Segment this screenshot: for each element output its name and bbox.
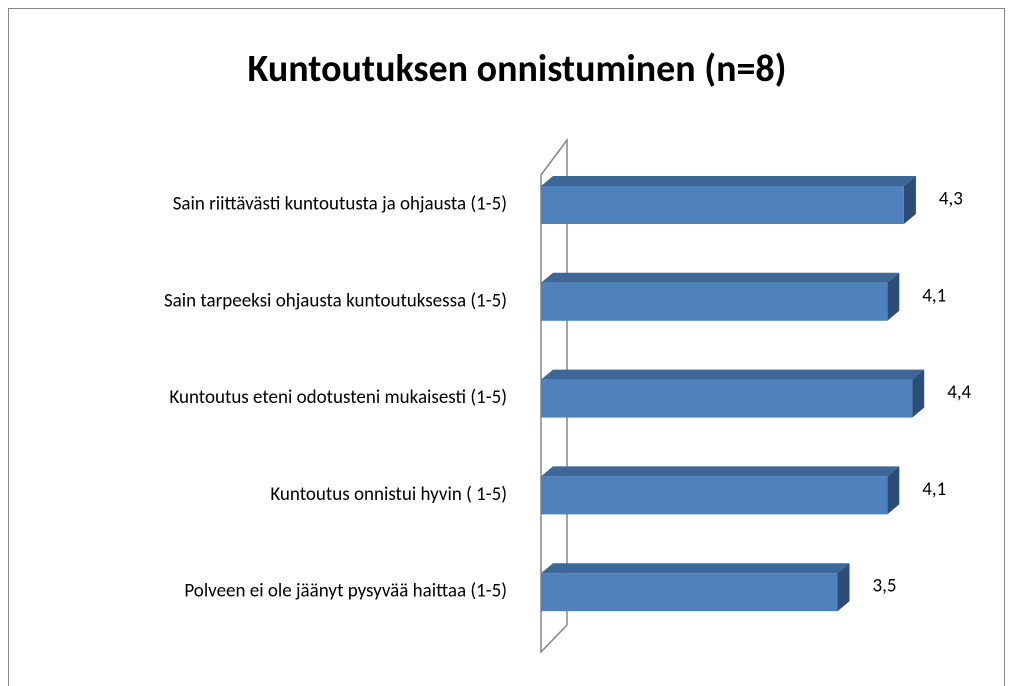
bar-side [887, 272, 900, 321]
category-label: Sain tarpeeksi ohjausta kuntoutuksessa (… [164, 289, 507, 312]
bar-side [837, 563, 850, 612]
bar-top [541, 369, 925, 380]
value-label: 3,5 [873, 575, 897, 598]
category-label: Polveen ei ole jäänyt pysyvää haittaa (1… [184, 580, 507, 603]
value-label: 4,1 [922, 284, 946, 307]
bar-side [887, 466, 900, 515]
bar-top [541, 563, 850, 574]
bar [541, 476, 888, 515]
value-label: 4,1 [922, 478, 946, 501]
bar-top [541, 272, 900, 283]
category-label: Sain riittävästi kuntoutusta ja ohjausta… [173, 193, 507, 216]
bar-side [912, 369, 925, 418]
category-label: Kuntoutus eteni odotusteni mukaisesti (1… [169, 386, 507, 409]
chart-title: Kuntoutuksen onnistuminen (n=8) [247, 46, 786, 92]
bar [541, 573, 838, 612]
bar [541, 379, 913, 418]
value-label: 4,4 [947, 381, 971, 404]
bar-top [541, 466, 900, 477]
value-label: 4,3 [939, 188, 963, 211]
bar [541, 186, 904, 224]
category-label: Kuntoutus onnistui hyvin ( 1-5) [270, 483, 507, 506]
bar-top [541, 176, 916, 186]
bar [541, 282, 888, 321]
bar-side [903, 176, 916, 224]
